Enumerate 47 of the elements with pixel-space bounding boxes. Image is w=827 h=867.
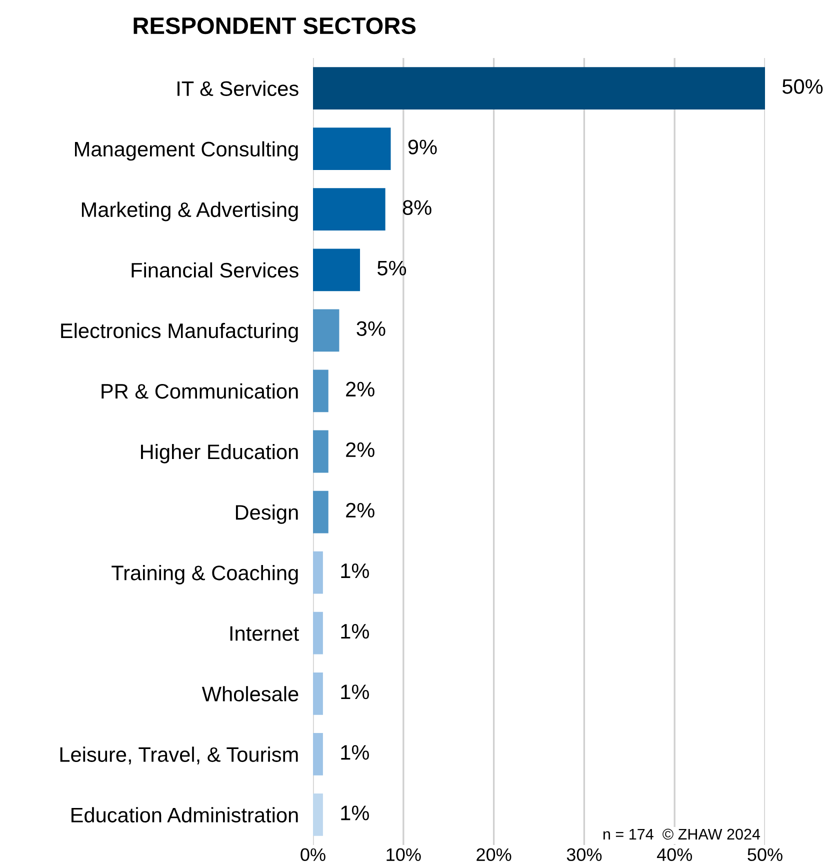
annotation: n = 174 © ZHAW 2024: [603, 828, 760, 840]
data-label: 2%: [346, 382, 374, 396]
bar: [313, 551, 323, 594]
bar: [313, 612, 323, 654]
data-label: 5%: [378, 260, 406, 276]
bar: [313, 309, 340, 352]
y-tick-label: Education Administration: [72, 807, 298, 822]
data-label: 1%: [341, 684, 369, 700]
x-tick-label: 0%: [300, 848, 326, 862]
data-label: 50%: [782, 79, 823, 94]
y-tick-label: Design: [236, 504, 298, 524]
x-tick-label: 40%: [656, 848, 692, 862]
data-label: 1%: [341, 564, 369, 578]
y-tick-label: Wholesale: [202, 686, 298, 702]
bar: [313, 794, 323, 836]
bar: [313, 733, 323, 776]
bar: [313, 248, 360, 292]
x-tick-label: 20%: [476, 848, 512, 862]
x-tick-label: 30%: [566, 848, 602, 862]
bar: [313, 67, 765, 110]
bar: [313, 188, 386, 231]
y-tick-label: IT & Services: [178, 80, 298, 96]
y-tick-label: Marketing & Advertising: [82, 202, 298, 222]
bar: [313, 490, 328, 534]
data-label: 9%: [408, 140, 437, 154]
bar: [313, 128, 391, 170]
bar: [313, 430, 328, 473]
y-tick-label: Management Consulting: [75, 141, 298, 161]
bar: [313, 672, 323, 715]
data-label: 1%: [341, 806, 369, 820]
data-label: 2%: [346, 442, 374, 458]
x-tick-label: 50%: [748, 848, 782, 862]
bar: [313, 370, 328, 412]
y-tick-label: PR & Communication: [102, 383, 298, 399]
data-label: 8%: [402, 200, 432, 215]
y-tick-label: Higher Education: [141, 444, 298, 464]
data-label: 1%: [341, 624, 369, 639]
y-tick-label: Leisure, Travel, & Tourism: [60, 746, 298, 764]
y-tick-label: Internet: [230, 626, 299, 641]
chart-title: RESPONDENT SECTORS: [134, 17, 416, 34]
y-tick-label: Electronics Manufacturing: [61, 322, 298, 342]
data-label: 1%: [341, 745, 369, 760]
x-tick-label: 10%: [386, 848, 421, 862]
y-tick-label: Financial Services: [132, 262, 298, 278]
data-label: 2%: [346, 502, 374, 518]
data-label: 3%: [356, 321, 386, 336]
y-tick-label: Training & Coaching: [112, 565, 298, 584]
